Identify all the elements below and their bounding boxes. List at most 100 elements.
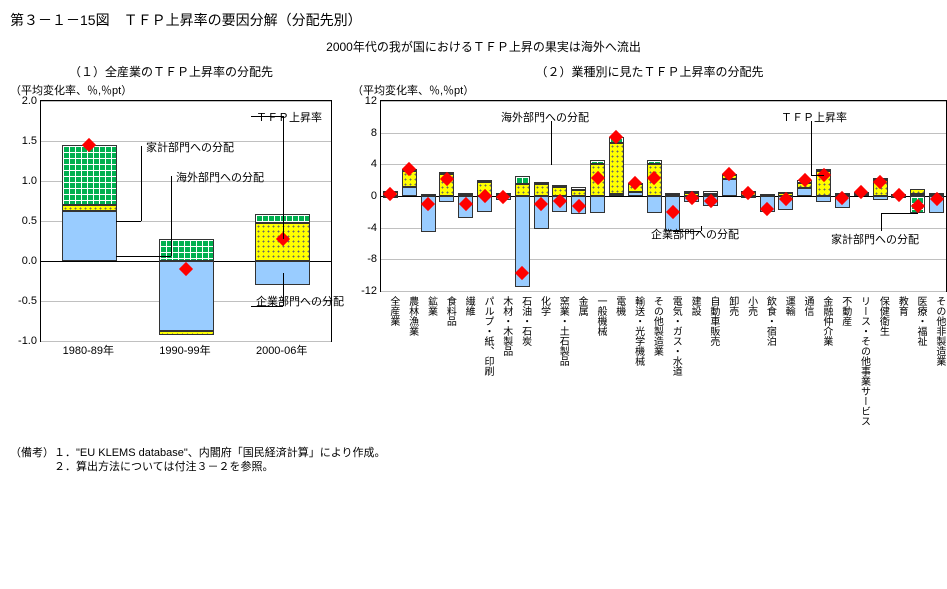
x-label: 電機: [606, 296, 625, 316]
x-label: 鉱業: [418, 296, 437, 316]
corporate-segment: [609, 194, 624, 196]
overseas-segment: [62, 205, 117, 211]
footnote-1: （備考）１．"EU KLEMS database"、内閣府「国民経済計算」により…: [10, 446, 947, 460]
y-tick: -1.0: [18, 335, 41, 347]
x-label: 2000-06年: [233, 342, 330, 358]
chart1-plot: -1.0-0.50.00.51.01.52.0ＴＦＰ上昇率家計部門への分配海外部…: [40, 100, 332, 342]
x-label: 石油・石炭: [512, 296, 531, 346]
corporate-segment: [628, 192, 643, 196]
corporate-segment: [647, 196, 662, 213]
x-label: 医療・福祉: [907, 296, 926, 346]
chart1-xlabels: 1980-89年1990-99年2000-06年: [40, 342, 330, 358]
tfp-marker: [383, 187, 397, 201]
x-label: 1980-89年: [40, 342, 137, 358]
corporate-segment: [402, 187, 417, 196]
figure-subtitle: 2000年代の我が国におけるＴＦＰ上昇の果実は海外へ流出: [10, 38, 947, 55]
x-label: 建設: [681, 296, 700, 316]
x-label: 保健衛生: [870, 296, 889, 336]
chart2-block: （２）業種別に見たＴＦＰ上昇率の分配先 （平均変化率、％,％pt） -12 -8 -…: [352, 63, 947, 426]
y-tick: -4: [367, 222, 381, 234]
footnotes: （備考）１．"EU KLEMS database"、内閣府「国民経済計算」により…: [10, 446, 947, 475]
charts-container: （１）全産業のＴＦＰ上昇率の分配先 （平均変化率、％,％pt） -1.0-0.5…: [10, 63, 947, 426]
household-segment: [477, 180, 492, 182]
x-label: 飲食・宿泊: [757, 296, 776, 346]
x-label: 不動産: [832, 296, 851, 326]
overseas-segment: [609, 143, 624, 194]
overseas-segment: [571, 190, 586, 196]
x-label: パルプ・紙、印刷: [474, 296, 493, 376]
x-label: 窯業・土石製品: [549, 296, 568, 366]
x-label: 一般機械: [587, 296, 606, 336]
x-label: 全産業: [380, 296, 399, 326]
tfp-marker: [892, 188, 906, 202]
chart1-axis-label: （平均変化率、％,％pt）: [10, 82, 332, 98]
tfp-marker: [496, 190, 510, 204]
overseas-segment: [910, 189, 925, 194]
y-tick: -0.5: [18, 295, 41, 307]
x-label: 通信: [794, 296, 813, 316]
chart2-plot: -12-8-404812海外部門への分配ＴＦＰ上昇率企業部門への分配家計部門への…: [380, 100, 947, 292]
y-tick: -8: [367, 253, 381, 265]
x-label: 自動車販売: [700, 296, 719, 346]
household-segment: [590, 160, 605, 164]
chart1-block: （１）全産業のＴＦＰ上昇率の分配先 （平均変化率、％,％pt） -1.0-0.5…: [10, 63, 332, 358]
callout-label: 企業部門への分配: [256, 293, 344, 309]
household-segment: [62, 145, 117, 205]
x-label: 卸売: [719, 296, 738, 316]
callout-label: ＴＦＰ上昇率: [256, 109, 322, 125]
corporate-segment: [797, 188, 812, 196]
corporate-segment: [873, 196, 888, 200]
y-tick: 8: [371, 127, 381, 139]
x-label: 1990-99年: [137, 342, 234, 358]
y-tick: 2.0: [22, 95, 41, 107]
x-label: 農林漁業: [399, 296, 418, 336]
x-label: 化学: [531, 296, 550, 316]
callout-label: 家計部門への分配: [146, 139, 234, 155]
x-label: 輸送・光学機械: [625, 296, 644, 366]
y-tick: -12: [361, 285, 381, 297]
household-segment: [647, 160, 662, 164]
overseas-segment: [515, 184, 530, 196]
corporate-segment: [439, 196, 454, 202]
overseas-segment: [534, 184, 549, 196]
y-tick: 1.5: [22, 135, 41, 147]
x-label: 繊維: [455, 296, 474, 316]
x-label: その他製造業: [644, 296, 663, 356]
chart2-xlabels: 全産業農林漁業鉱業食料品繊維パルプ・紙、印刷木材・木製品石油・石炭化学窯業・土石…: [380, 292, 945, 426]
x-label: リース・その他事業サービス: [851, 296, 870, 426]
callout-label: 海外部門への分配: [176, 169, 264, 185]
corporate-segment: [590, 196, 605, 213]
callout-label: ＴＦＰ上昇率: [781, 109, 847, 125]
y-tick: 4: [371, 158, 381, 170]
y-tick: 12: [365, 95, 381, 107]
household-segment: [534, 182, 549, 184]
x-label: その他非製造業: [926, 296, 945, 366]
x-label: 食料品: [436, 296, 455, 326]
overseas-segment: [159, 331, 214, 335]
household-segment: [159, 239, 214, 261]
x-label: 運輸: [775, 296, 794, 316]
y-tick: 0.5: [22, 215, 41, 227]
household-segment: [421, 194, 436, 196]
chart2-title: （２）業種別に見たＴＦＰ上昇率の分配先: [352, 63, 947, 80]
x-label: 金融仲介業: [813, 296, 832, 346]
corporate-segment: [62, 211, 117, 261]
household-segment: [458, 193, 473, 195]
callout-label: 海外部門への分配: [501, 109, 589, 125]
y-tick: 0.0: [22, 255, 41, 267]
x-label: 電気・ガス・水道: [662, 296, 681, 376]
household-segment: [665, 193, 680, 195]
x-label: 木材・木製品: [493, 296, 512, 356]
household-segment: [760, 194, 775, 196]
y-tick: 0: [371, 190, 381, 202]
x-label: 教育: [888, 296, 907, 316]
callout-label: 企業部門への分配: [651, 226, 739, 242]
household-segment: [515, 176, 530, 184]
x-label: 金属: [568, 296, 587, 316]
household-segment: [571, 187, 586, 189]
figure-title: 第３－１－15図 ＴＦＰ上昇率の要因分解（分配先別）: [10, 10, 947, 30]
chart2-axis-label: （平均変化率、％,％pt）: [352, 82, 947, 98]
y-tick: 1.0: [22, 175, 41, 187]
x-label: 小売: [738, 296, 757, 316]
footnote-2: ２．算出方法については付注３－２を参照。: [10, 460, 947, 474]
